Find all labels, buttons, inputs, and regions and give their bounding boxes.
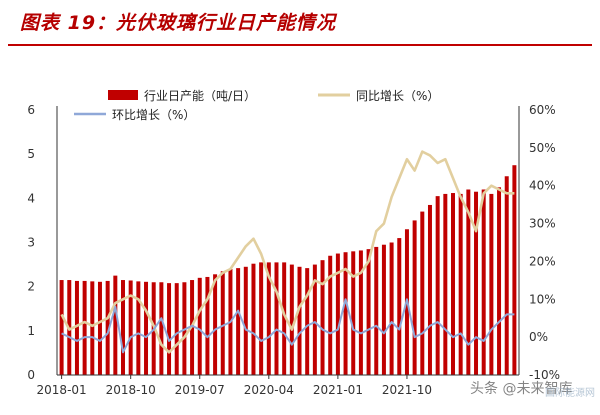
bar-29 — [282, 262, 287, 376]
line-series — [60, 150, 515, 354]
bar-10 — [136, 281, 141, 375]
bar-3 — [82, 280, 87, 375]
x-tick-label: 2018-01 — [37, 383, 87, 397]
bar-51 — [451, 193, 455, 375]
y-left-tick-label: 1 — [27, 324, 35, 338]
bar-38 — [351, 251, 356, 375]
watermark: 头条 @未来智库 — [470, 381, 573, 397]
bar-46 — [412, 220, 417, 375]
y-right-tick-label: 60% — [529, 103, 556, 117]
bar-26 — [259, 262, 264, 376]
bar-35 — [328, 255, 333, 375]
bar-series — [59, 165, 517, 376]
legend-swatch-bar — [108, 90, 138, 100]
bar-31 — [297, 266, 302, 375]
bar-6 — [105, 280, 110, 375]
bar-42 — [381, 244, 386, 375]
bar-18 — [197, 277, 202, 375]
bar-40 — [366, 249, 371, 376]
bar-55 — [481, 189, 486, 375]
y-right-tick-label: 30% — [529, 217, 556, 231]
bar-30 — [289, 264, 294, 375]
watermark-small: 国际能源网 — [545, 388, 595, 399]
bar-53 — [466, 189, 471, 375]
x-tick-label: 2019-07 — [175, 383, 225, 397]
bar-44 — [397, 238, 402, 375]
y-right-tick-label: 0% — [529, 330, 548, 344]
chart-title: 图表 19：光伏玻璃行业日产能情况 — [20, 12, 337, 34]
bar-37 — [343, 252, 348, 375]
x-tick-label: 2020-04 — [244, 383, 294, 397]
bar-39 — [358, 250, 363, 375]
bar-20 — [213, 274, 218, 375]
legend-label-bar: 行业日产能（吨/日） — [144, 89, 256, 103]
bar-23 — [236, 268, 241, 375]
bar-56 — [489, 193, 494, 375]
y-right-tick-label: 20% — [529, 254, 556, 268]
bar-0 — [59, 280, 64, 375]
y-right-tick-label: 40% — [529, 179, 556, 193]
y-left-tick-label: 0 — [27, 368, 35, 382]
y-left-tick-label: 6 — [27, 103, 35, 117]
bar-5 — [97, 281, 102, 375]
bar-8 — [121, 280, 125, 375]
legend-label-mom: 环比增长（%） — [112, 108, 195, 122]
bar-2 — [74, 280, 79, 375]
bar-21 — [220, 271, 225, 375]
bar-27 — [266, 262, 271, 376]
bar-34 — [320, 260, 325, 375]
x-tick-label: 2021-10 — [382, 383, 432, 397]
bar-41 — [374, 246, 379, 375]
y-left-tick-label: 5 — [27, 147, 35, 161]
y-left-tick-label: 2 — [27, 280, 35, 294]
bar-47 — [420, 211, 425, 375]
y-left-tick-label: 4 — [27, 191, 35, 205]
bar-48 — [427, 204, 432, 375]
bar-49 — [435, 196, 440, 375]
bar-9 — [128, 280, 133, 375]
bar-54 — [474, 191, 479, 375]
bar-4 — [90, 281, 95, 375]
bar-19 — [205, 276, 210, 375]
bar-52 — [458, 193, 463, 375]
axes — [56, 106, 520, 376]
x-tick-label: 2021-01 — [313, 383, 363, 397]
y-right-tick-label: -10% — [529, 368, 560, 382]
bar-50 — [443, 193, 448, 375]
bar-58 — [504, 176, 509, 375]
bar-7 — [113, 275, 118, 376]
bar-43 — [389, 242, 394, 375]
bar-59 — [512, 165, 517, 375]
bar-24 — [243, 266, 248, 375]
y-right-tick-label: 50% — [529, 141, 556, 155]
bar-32 — [305, 268, 310, 375]
x-tick-label: 2018-10 — [106, 383, 156, 397]
bar-14 — [167, 283, 172, 375]
bar-33 — [312, 264, 317, 375]
bar-25 — [251, 263, 256, 375]
title-divider — [8, 44, 592, 46]
bar-36 — [335, 253, 340, 375]
bar-11 — [144, 281, 149, 375]
y-left-tick-label: 3 — [27, 236, 35, 250]
bar-15 — [174, 283, 179, 375]
bar-13 — [159, 282, 164, 375]
legend: 行业日产能（吨/日） 同比增长（%） 环比增长（%） — [74, 89, 439, 122]
legend-label-yoy: 同比增长（%） — [356, 89, 439, 103]
bar-28 — [274, 262, 279, 376]
title-bar: 图表 19：光伏玻璃行业日产能情况 — [0, 0, 600, 46]
y-right-tick-label: 10% — [529, 292, 556, 306]
bar-57 — [497, 187, 502, 375]
tick-labels: 0 1 2 3 4 5 6 -10% 0% 10% 20% 30% 40% 50% 60% 2018-01 20… — [27, 103, 560, 397]
mom-line — [61, 298, 515, 354]
yoy-line — [60, 150, 515, 354]
